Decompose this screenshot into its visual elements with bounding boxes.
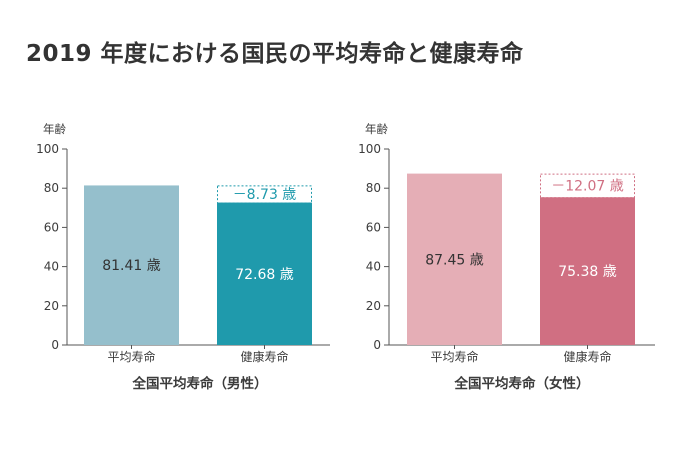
y-tick-label: 60 bbox=[366, 220, 381, 234]
y-tick-label: 20 bbox=[44, 299, 59, 313]
y-tick-label: 100 bbox=[36, 142, 59, 156]
x-category-label: 健康寿命 bbox=[563, 349, 611, 364]
chart-title: 全国平均寿命（女性） bbox=[454, 375, 590, 392]
difference-label: －12.07 歳 bbox=[551, 178, 624, 194]
y-tick-label: 100 bbox=[358, 142, 381, 156]
y-tick-label: 20 bbox=[366, 299, 381, 313]
bar-value-label: 75.38 歳 bbox=[558, 264, 617, 280]
y-tick-label: 80 bbox=[44, 181, 59, 195]
y-tick-label: 40 bbox=[44, 260, 59, 274]
difference-box bbox=[217, 185, 312, 204]
bar bbox=[407, 173, 502, 345]
bar-value-label: 87.45 歳 bbox=[425, 252, 484, 268]
x-category-label: 平均寿命 bbox=[107, 349, 155, 364]
y-tick-label: 80 bbox=[366, 181, 381, 195]
bar bbox=[84, 185, 179, 345]
chart-title: 全国平均寿命（男性） bbox=[132, 375, 268, 392]
difference-box bbox=[540, 173, 635, 199]
y-tick-label: 60 bbox=[44, 220, 59, 234]
y-tick-label: 40 bbox=[366, 260, 381, 274]
x-category-label: 平均寿命 bbox=[430, 349, 478, 364]
y-axis-label: 年齢 bbox=[365, 122, 388, 136]
page-title: 2019 年度における国民の平均寿命と健康寿命 bbox=[26, 41, 524, 67]
y-tick-label: 0 bbox=[51, 338, 59, 352]
y-tick-label: 0 bbox=[373, 338, 381, 352]
y-axis-label: 年齢 bbox=[43, 122, 66, 136]
bar bbox=[540, 197, 635, 345]
bar bbox=[217, 202, 312, 345]
bar-value-label: 81.41 歳 bbox=[102, 258, 161, 274]
x-category-label: 健康寿命 bbox=[240, 349, 288, 364]
difference-label: －8.73 歳 bbox=[233, 187, 297, 203]
bar-value-label: 72.68 歳 bbox=[235, 267, 294, 283]
